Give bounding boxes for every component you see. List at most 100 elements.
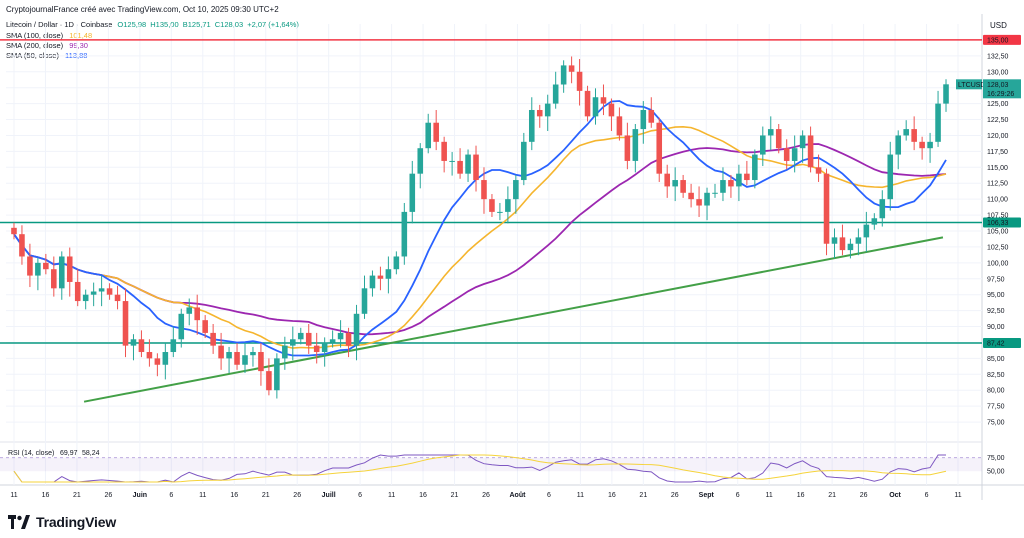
rsi-label: RSI (14, close) [8,450,54,457]
y-tick-label: 100,00 [987,260,1009,267]
low-value: B125,71 [182,20,211,29]
x-tick-label: 26 [293,492,301,499]
candle-body [345,332,352,346]
candle-body [927,141,933,149]
chart-header: CryptojournalFrance créé avec TradingVie… [6,5,279,14]
candle-body [839,237,846,251]
tradingview-logo[interactable]: TradingView [8,514,116,530]
x-tick-label: 11 [577,492,584,499]
candle-body [19,234,25,257]
candle-body [767,129,774,136]
x-tick-label: Juin [133,492,147,499]
candle-body [51,269,57,289]
candle-body [887,154,894,200]
candle-body [186,307,193,314]
candle-body [433,122,439,142]
x-tick-label: 11 [954,492,961,499]
candle-body [130,339,137,346]
candle-body [640,109,647,130]
candle-body [353,313,360,346]
candle-body [162,352,169,365]
candle-body [616,116,623,136]
candle-body [895,135,902,155]
candle-body [672,180,678,187]
candle-body [146,352,153,359]
x-tick-label: 26 [482,492,490,499]
candle-body [513,180,519,200]
candle-body [58,256,65,289]
x-tick-label: 21 [73,492,81,499]
candle-body [385,269,392,279]
support-lower-tag: 87,42 [987,340,1005,347]
y-tick-label: 77,50 [987,404,1005,411]
candle-body [943,84,949,104]
candle-body [592,97,599,117]
candle-body [656,122,663,174]
x-tick-label: 16 [797,492,805,499]
countdown-tag: 16:29:26 [987,91,1014,98]
x-tick-label: Sept [699,492,715,499]
candle-body [425,122,432,149]
x-tick-label: 21 [262,492,270,499]
support-upper-tag: 106,33 [987,220,1009,227]
x-tick-label: 21 [828,492,836,499]
y-tick-label: 105,00 [987,229,1009,236]
x-tick-label: 26 [860,492,868,499]
price-tag: 128,03 [987,82,1009,89]
y-tick-label: 95,00 [987,292,1005,299]
ohlc-legend: Litecoin / Dollar · 1D · Coinbase O125,9… [6,20,299,29]
y-tick-label: 120,00 [987,133,1009,140]
candle-body [154,358,161,365]
high-value: H135,00 [150,20,179,29]
x-tick-label: 11 [199,492,206,499]
y-tick-label: 117,50 [987,149,1008,156]
candle-body [736,173,742,187]
candle-body [409,173,416,212]
y-tick-label: 97,50 [987,276,1005,283]
candle-body [536,109,543,117]
candle-body [528,109,535,142]
candle-body [90,291,97,295]
resistance-tag-bg [983,34,1021,45]
candle-body [632,129,639,161]
candle-body [728,180,734,187]
candle-body [11,227,17,235]
candle-body [481,180,487,200]
candle-body [457,160,463,174]
sma200-label: SMA (200, close) [6,41,64,50]
candle-body [903,129,909,136]
candle-body [871,218,878,225]
candle-body [576,71,583,91]
y-tick-label: 130,00 [987,69,1009,76]
candle-body [704,192,710,206]
sma100-legend[interactable]: SMA (100, close) 101,48 [6,31,92,40]
x-tick-label: Juill [322,492,336,499]
x-tick-label: 21 [639,492,647,499]
candle-body [799,135,806,149]
candle-body [521,141,527,181]
sma200-value: 99,30 [69,41,88,50]
x-tick-label: 16 [608,492,616,499]
candle-body [194,307,200,321]
x-tick-label: 16 [42,492,50,499]
candle-body [290,339,296,346]
y-tick-label: 85,00 [987,356,1005,363]
candle-body [226,352,232,359]
candle-body [122,301,129,346]
candle-body [369,275,376,289]
open-value: O125,98 [117,20,147,29]
candle-body [441,141,447,161]
rsi-value: 69,97 [60,450,78,457]
x-tick-label: 6 [925,492,929,499]
candle-body [505,199,511,212]
candle-body [305,332,312,346]
y-tick-label: 80,00 [987,388,1005,395]
y-tick-label: 122,50 [987,117,1009,124]
candle-body [234,352,240,365]
candle-body [560,65,567,85]
y-tick-label: 125,00 [987,101,1009,108]
candle-body [752,154,758,181]
sma200-legend[interactable]: SMA (200, close) 99,30 [6,41,88,50]
currency-label[interactable]: USD [990,21,1007,30]
